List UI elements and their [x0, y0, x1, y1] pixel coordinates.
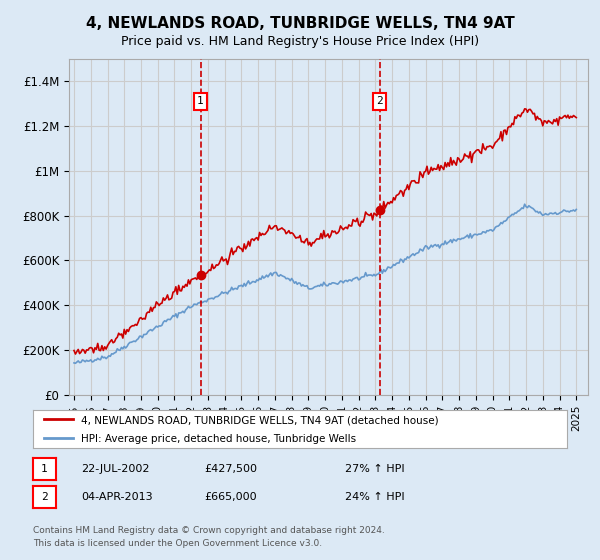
Text: £665,000: £665,000 [204, 492, 257, 502]
Text: Price paid vs. HM Land Registry's House Price Index (HPI): Price paid vs. HM Land Registry's House … [121, 35, 479, 48]
Text: 2: 2 [41, 492, 48, 502]
Text: This data is licensed under the Open Government Licence v3.0.: This data is licensed under the Open Gov… [33, 539, 322, 548]
Text: Contains HM Land Registry data © Crown copyright and database right 2024.: Contains HM Land Registry data © Crown c… [33, 526, 385, 535]
Text: 24% ↑ HPI: 24% ↑ HPI [345, 492, 404, 502]
Text: 4, NEWLANDS ROAD, TUNBRIDGE WELLS, TN4 9AT: 4, NEWLANDS ROAD, TUNBRIDGE WELLS, TN4 9… [86, 16, 514, 31]
Text: 1: 1 [197, 96, 204, 106]
Text: £427,500: £427,500 [204, 464, 257, 474]
Text: HPI: Average price, detached house, Tunbridge Wells: HPI: Average price, detached house, Tunb… [81, 434, 356, 444]
Text: 4, NEWLANDS ROAD, TUNBRIDGE WELLS, TN4 9AT (detached house): 4, NEWLANDS ROAD, TUNBRIDGE WELLS, TN4 9… [81, 415, 439, 425]
Text: 27% ↑ HPI: 27% ↑ HPI [345, 464, 404, 474]
Text: 2: 2 [376, 96, 383, 106]
Text: 1: 1 [41, 464, 48, 474]
Text: 22-JUL-2002: 22-JUL-2002 [81, 464, 149, 474]
Text: 04-APR-2013: 04-APR-2013 [81, 492, 152, 502]
